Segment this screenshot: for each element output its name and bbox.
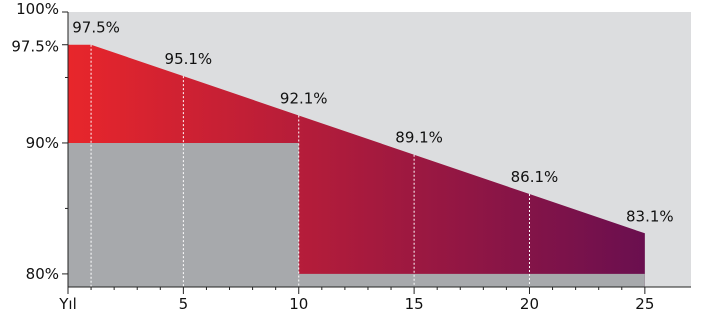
y-label-80: 80% [26, 265, 59, 283]
y-label-90: 90% [26, 134, 59, 152]
value-label-year-5: 95.1% [165, 50, 213, 68]
y-label-97.5: 97.5% [11, 38, 59, 56]
y-label-100: 100% [16, 0, 59, 18]
x-label-15: 15 [405, 295, 424, 313]
x-label-10: 10 [289, 295, 308, 313]
dotted-year-lines [90, 44, 530, 287]
value-label-year-10: 92.1% [280, 89, 328, 107]
value-label-year-1: 97.5% [72, 19, 120, 37]
x-label-0: Yıl [58, 295, 77, 313]
y-axis-labels: 100% 97.5% 90% 80% [11, 0, 59, 283]
value-labels: 97.5% 95.1% 92.1% 89.1% 86.1% 83.1% [72, 19, 673, 226]
minimum-step-area [68, 142, 645, 287]
x-label-5: 5 [179, 295, 189, 313]
value-label-year-25: 83.1% [626, 207, 674, 225]
chart-areas [68, 44, 645, 287]
value-label-year-20: 86.1% [511, 168, 559, 186]
x-axis-labels: Yıl 5 10 15 20 25 [58, 295, 654, 313]
x-label-25: 25 [635, 295, 654, 313]
value-label-year-15: 89.1% [395, 129, 443, 147]
x-label-20: 20 [520, 295, 539, 313]
axes [62, 11, 691, 294]
